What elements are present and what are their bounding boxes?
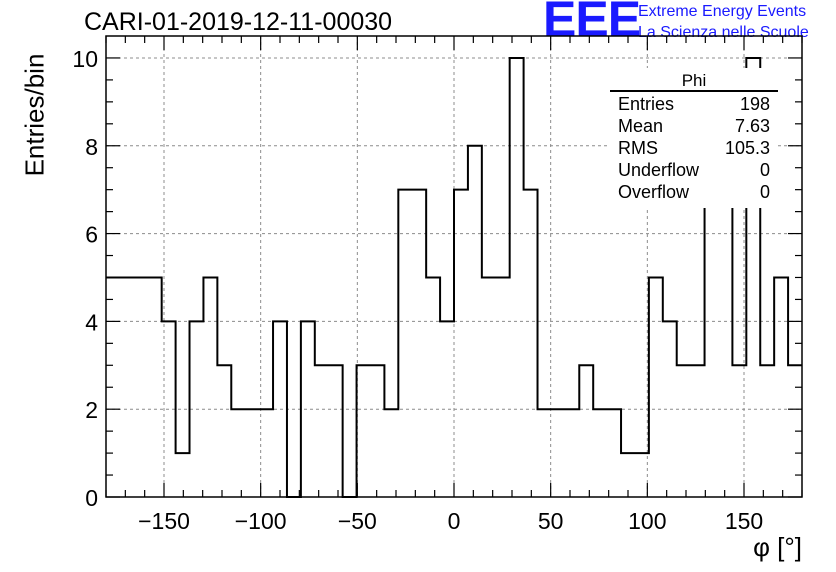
histogram-bin (357, 365, 371, 497)
stats-value: 105.3 (724, 138, 770, 158)
histogram-bin (579, 365, 593, 497)
logo-line-1: Extreme Energy Events (638, 3, 807, 20)
stats-name: Overflow (618, 182, 690, 202)
histogram-bin (245, 409, 259, 497)
x-tick-label: 0 (448, 508, 461, 534)
histogram-bin (677, 365, 691, 497)
histogram-bin (398, 190, 412, 497)
histogram-bin (217, 365, 231, 497)
histogram-bin (148, 277, 162, 497)
stats-value: 0 (759, 182, 770, 202)
stats-box: Phi Entries 198 Mean 7.63 RMS 105.3 Unde… (610, 68, 778, 208)
stats-name: Underflow (618, 160, 700, 180)
y-tick-label: 0 (85, 485, 98, 511)
stats-row-overflow: Overflow 0 (618, 182, 770, 204)
y-tick-label: 10 (72, 46, 98, 72)
stats-value: 0 (759, 160, 770, 180)
x-tick-label: 50 (538, 508, 564, 534)
histogram-bin (607, 409, 621, 497)
histogram-bin (524, 190, 538, 497)
histogram-series (106, 56, 802, 498)
histogram-bin (649, 277, 663, 497)
x-tick-label: −50 (338, 508, 377, 534)
x-tick-label: 150 (725, 508, 763, 534)
histogram-bin (691, 365, 705, 497)
stats-name: Entries (618, 94, 675, 114)
y-tick-label: 4 (85, 309, 98, 335)
y-tick-label: 6 (85, 222, 98, 248)
stats-row-rms: RMS 105.3 (618, 138, 770, 160)
chart-title: CARI-01-2019-12-11-00030 (84, 8, 393, 36)
histogram-bin (370, 365, 384, 497)
histogram-bin (329, 365, 343, 497)
stats-divider (610, 90, 778, 92)
histogram-bin (120, 277, 134, 497)
stats-row-entries: Entries 198 (618, 94, 770, 116)
histogram-bin (384, 409, 398, 497)
logo-mark: EEE (543, 0, 641, 47)
x-axis-label: φ [°] (753, 532, 802, 562)
histogram-bin (496, 277, 510, 497)
stats-row-mean: Mean 7.63 (618, 116, 770, 138)
histogram-bin (454, 190, 468, 497)
stats-name: RMS (618, 138, 658, 158)
x-tick-label: 100 (628, 508, 666, 534)
histogram-bin (551, 409, 565, 497)
stats-value: 7.63 (734, 116, 770, 136)
x-tick-label: −100 (235, 508, 287, 534)
stats-name: Mean (618, 116, 664, 136)
histogram-bin (760, 365, 774, 497)
histogram-bin (426, 277, 440, 497)
stats-value: 198 (739, 94, 770, 114)
histogram-bin (482, 277, 496, 497)
x-tick-label: −150 (138, 508, 190, 534)
histogram-bin (565, 409, 579, 497)
histogram-bin (231, 409, 245, 497)
histogram-bin (718, 190, 732, 497)
y-tick-label: 8 (85, 134, 98, 160)
histogram-bin (176, 453, 190, 497)
histogram-bin (134, 277, 148, 497)
histogram-bin (412, 190, 426, 497)
stats-title: Phi (681, 71, 707, 90)
y-tick-label: 2 (85, 397, 98, 423)
histogram-bin (538, 409, 552, 497)
histogram-bin (705, 190, 719, 497)
histogram-bin (203, 277, 217, 497)
histogram-bin (774, 277, 788, 497)
histogram-bin (593, 409, 607, 497)
histogram-bin (315, 365, 329, 497)
histogram-bin (510, 58, 524, 497)
stats-row-underflow: Underflow 0 (618, 160, 770, 182)
